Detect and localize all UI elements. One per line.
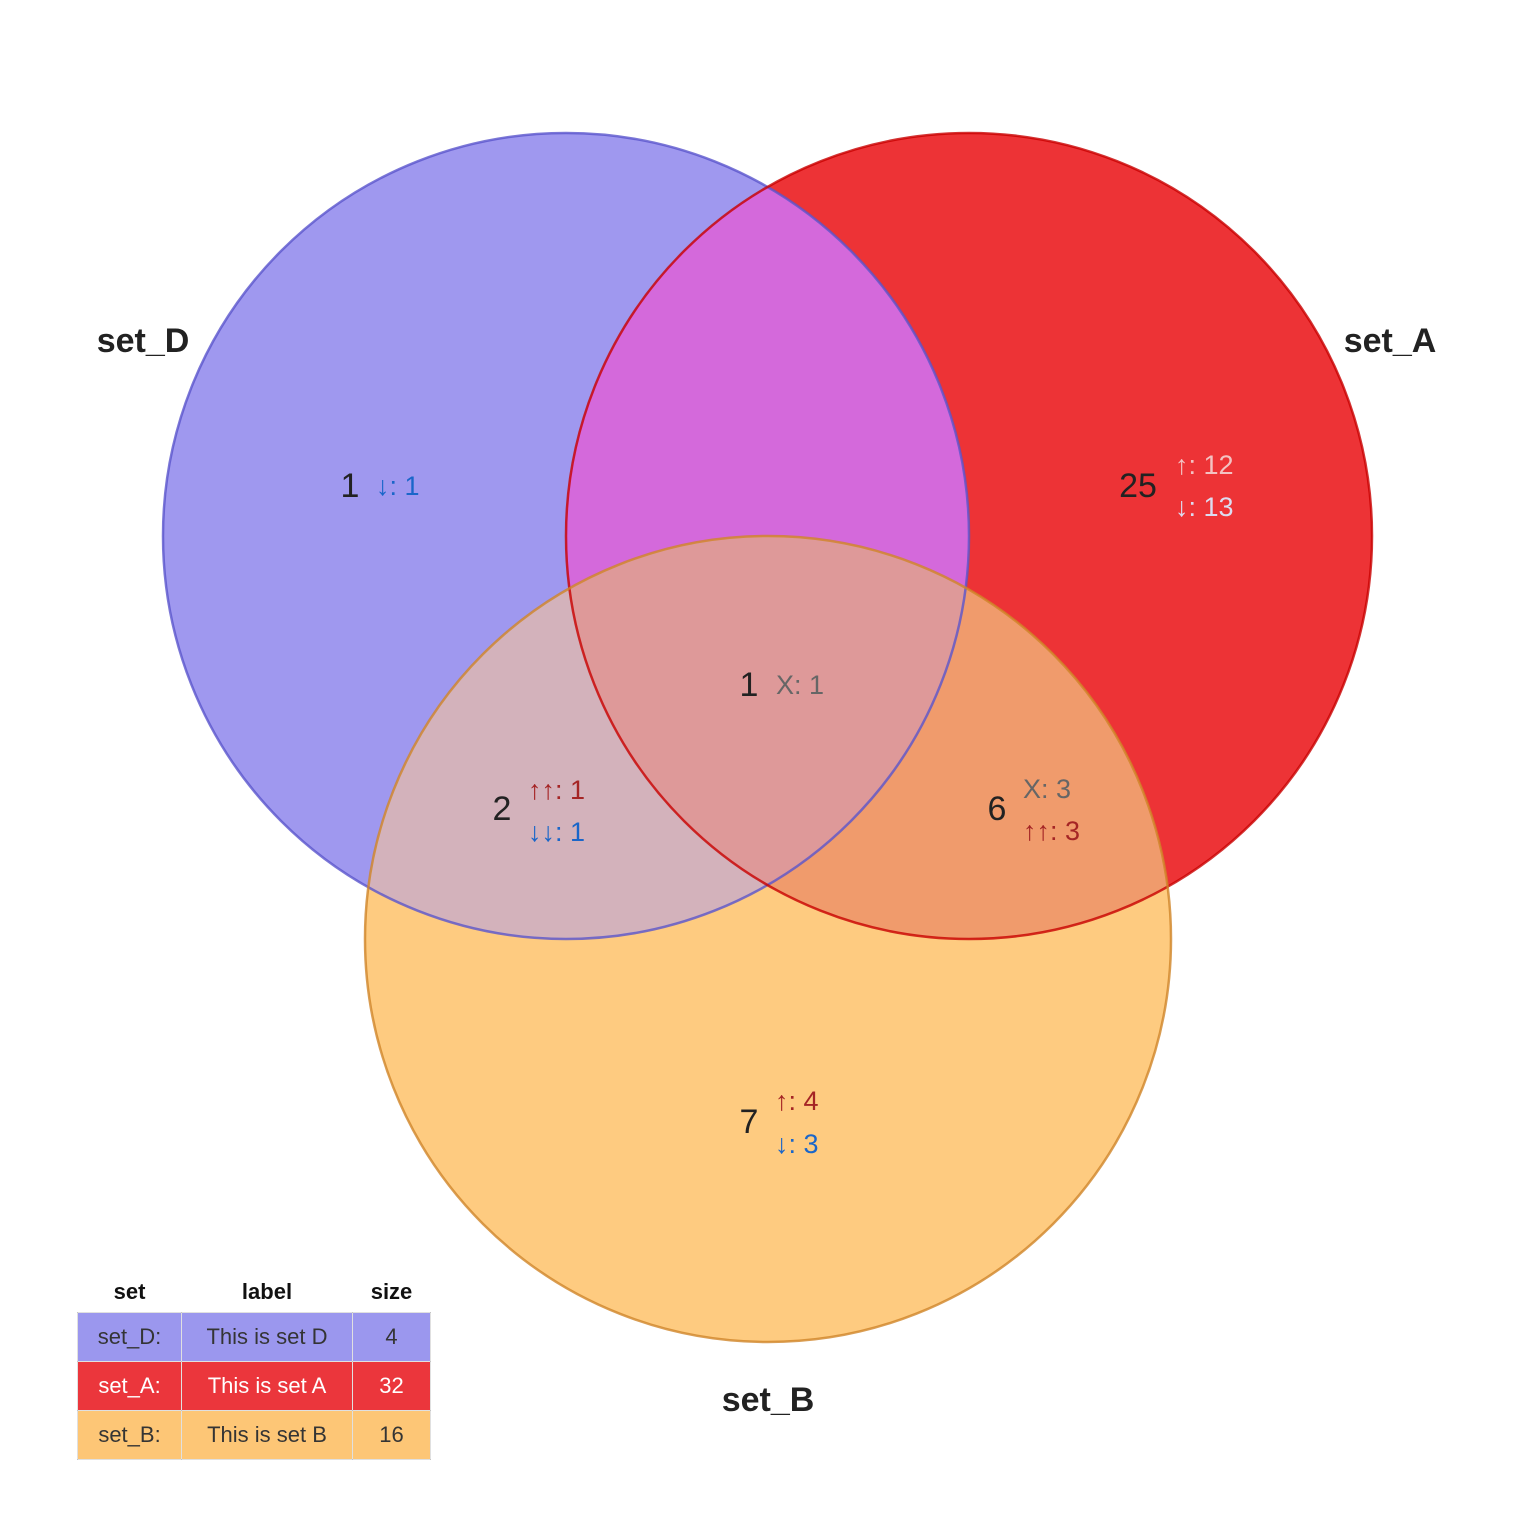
region-a-b-detail-1: X: 3 [1023,774,1071,804]
region-d-b-count: 2 [493,790,512,828]
region-d-only-detail-1: ↓: 1 [376,471,420,501]
legend-cell-label: This is set D [181,1312,353,1362]
set-d-name: set_D [97,322,190,360]
region-a-only-detail-2: ↓: 13 [1175,492,1234,522]
region-d-b-detail-1: ↑↑: 1 [528,775,585,805]
set-a-name: set_A [1344,322,1437,360]
region-d-b-detail-2: ↓↓: 1 [528,817,585,847]
legend-cell-set: set_D: [77,1312,182,1362]
legend-cell-set: set_B: [77,1410,182,1460]
region-b-only-count: 7 [740,1103,759,1141]
region-a-b-count: 6 [988,790,1007,828]
region-d-only-count: 1 [341,467,360,505]
region-a-only-count: 25 [1119,467,1157,505]
legend-cell-label: This is set A [181,1361,353,1411]
set-b-name: set_B [722,1381,815,1419]
legend-cell-size: 16 [352,1410,431,1460]
region-a-b-detail-2: ↑↑: 3 [1023,816,1080,846]
legend-header-label: label [241,1279,293,1304]
legend-cell-size: 32 [352,1361,431,1411]
legend-row: set_D: This is set D 4 [77,1312,431,1362]
legend-header-size: size [370,1279,413,1304]
set-a-outline [564,131,1374,941]
legend-table: set label size set_D: This is set D 4 se… [77,1272,431,1460]
legend-cell-size: 4 [352,1312,431,1362]
region-d-a-b-count: 1 [740,666,759,704]
region-d-b [365,536,969,939]
legend-cell-label: This is set B [181,1410,353,1460]
legend-cell-set: set_A: [77,1361,182,1411]
set-b-outline [363,534,1173,1344]
region-b-only-detail-2: ↓: 3 [775,1129,819,1159]
legend-header-row: set label size [78,1272,431,1313]
legend-header-set: set [113,1279,146,1304]
legend-row: set_A: This is set A 32 [77,1361,431,1411]
region-b-only-detail-1: ↑: 4 [775,1086,819,1116]
set-d-outline [161,131,971,941]
region-d-a-b-detail-1: X: 1 [776,670,824,700]
legend-row: set_B: This is set B 16 [77,1410,431,1460]
region-a-only-detail-1: ↑: 12 [1175,450,1234,480]
